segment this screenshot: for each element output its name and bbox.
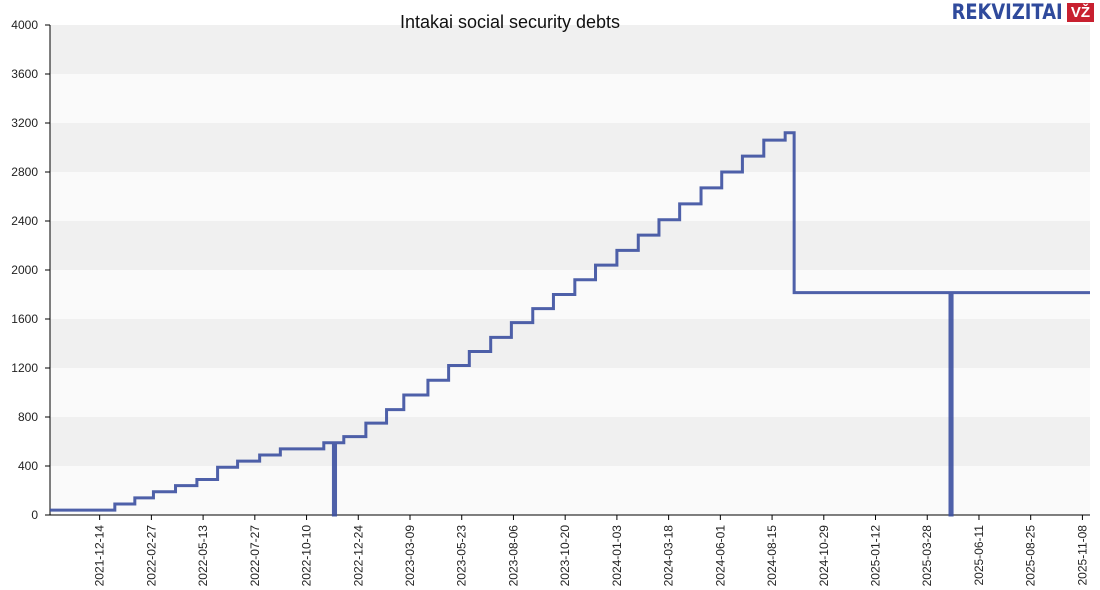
grid-band (50, 172, 1090, 221)
x-tick-label: 2023-03-09 (403, 525, 417, 587)
x-tick-label: 2022-07-27 (248, 525, 262, 587)
grid-band (50, 25, 1090, 74)
x-tick-label: 2025-01-12 (869, 525, 883, 587)
x-tick-label: 2023-08-06 (506, 525, 520, 587)
grid-band (50, 417, 1090, 466)
y-tick-label: 3200 (11, 116, 38, 130)
x-tick-label: 2023-10-20 (558, 525, 572, 587)
x-tick-label: 2022-10-10 (300, 525, 314, 587)
logo-badge: VŽ (1066, 2, 1094, 22)
rekvizitai-logo[interactable]: REKVIZITAI VŽ (932, 0, 1094, 24)
x-tick-label: 2024-06-01 (713, 525, 727, 587)
grid-band (50, 466, 1090, 515)
y-tick-label: 2800 (11, 165, 38, 179)
grid-band (50, 319, 1090, 368)
logo-brand: REKVIZITAI (951, 0, 1063, 24)
x-tick-label: 2025-08-25 (1024, 525, 1038, 587)
x-tick-label: 2024-08-15 (765, 525, 779, 587)
x-tick-label: 2025-11-08 (1075, 525, 1089, 586)
y-tick-label: 1600 (11, 312, 38, 326)
x-tick-label: 2024-03-18 (662, 525, 676, 587)
x-tick-label: 2025-03-28 (920, 525, 934, 587)
grid-band (50, 74, 1090, 123)
x-tick-label: 2023-05-23 (455, 525, 469, 587)
x-tick-label: 2022-12-24 (351, 525, 365, 587)
series-line (50, 131, 1090, 517)
y-tick-label: 400 (18, 459, 38, 473)
y-tick-label: 3600 (11, 67, 38, 81)
x-tick-label: 2022-05-13 (196, 525, 210, 587)
chart-title: Intakai social security debts (399, 12, 621, 32)
y-tick-label: 0 (31, 508, 38, 522)
grid-band (50, 368, 1090, 417)
grid-band (50, 123, 1090, 172)
y-tick-label: 1200 (11, 361, 38, 375)
x-tick-label: 2024-10-29 (817, 525, 831, 587)
x-tick-label: 2021-12-14 (93, 525, 107, 587)
y-tick-label: 4000 (11, 18, 38, 32)
x-tick-label: 2025-06-11 (972, 525, 986, 586)
y-tick-label: 2000 (11, 263, 38, 277)
x-tick-label: 2022-02-27 (144, 525, 158, 587)
y-tick-label: 2400 (11, 214, 38, 228)
y-tick-label: 800 (18, 410, 38, 424)
x-tick-label: 2024-01-03 (610, 525, 624, 587)
grid-band (50, 221, 1090, 270)
